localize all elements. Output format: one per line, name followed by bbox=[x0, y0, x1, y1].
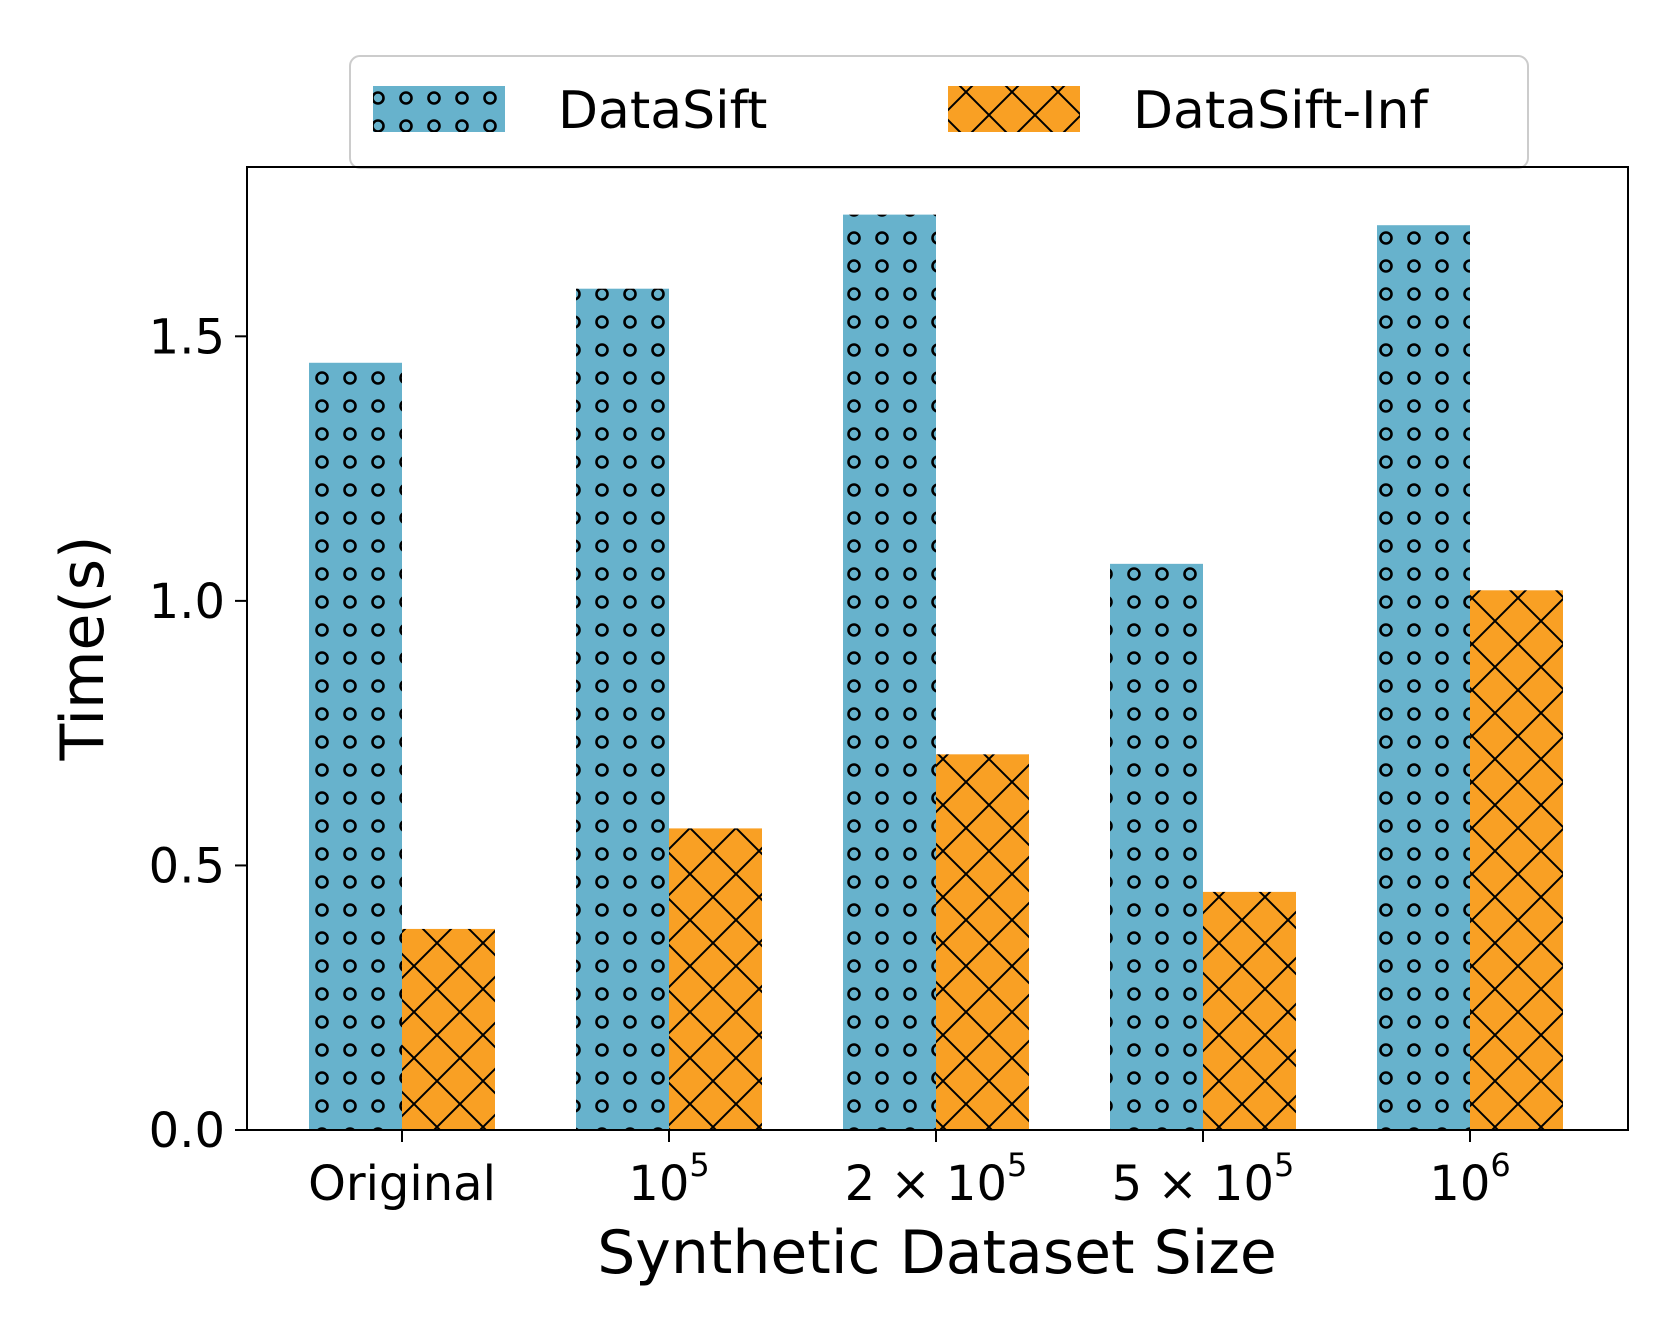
legend-label-datasift: DataSift bbox=[558, 81, 767, 141]
bar-datasift-inf-4 bbox=[1470, 590, 1563, 1130]
y-tick-label-2: 1.0 bbox=[149, 574, 225, 630]
x-tick-label-1: 105 bbox=[628, 1146, 709, 1212]
bar-datasift-4 bbox=[1377, 225, 1470, 1130]
legend-label-datasift-inf: DataSift-Inf bbox=[1133, 81, 1429, 141]
legend-swatch-datasift bbox=[373, 86, 505, 132]
x-axis: Original 105 2 × 105 5 × 105 106 bbox=[308, 1130, 1511, 1212]
bar-datasift-inf-3 bbox=[1203, 891, 1296, 1130]
bar-datasift-inf-0 bbox=[402, 928, 495, 1130]
x-tick-label-4: 106 bbox=[1429, 1146, 1510, 1212]
y-axis: 0.0 0.5 1.0 1.5 bbox=[149, 309, 247, 1159]
x-tick-label-0: Original bbox=[308, 1156, 496, 1212]
bar-datasift-3 bbox=[1110, 563, 1203, 1130]
plot-frame bbox=[246, 166, 1629, 1131]
x-axis-title: Synthetic Dataset Size bbox=[597, 1218, 1277, 1288]
bar-datasift-inf-1 bbox=[669, 828, 762, 1130]
y-tick-label-3: 1.5 bbox=[149, 309, 225, 365]
y-axis-title: Time(s) bbox=[48, 536, 118, 762]
x-tick-label-3: 5 × 105 bbox=[1112, 1146, 1295, 1212]
bar-datasift-1 bbox=[576, 288, 669, 1130]
y-tick-label-0: 0.0 bbox=[149, 1103, 225, 1159]
bars-layer bbox=[309, 214, 1563, 1131]
y-tick-label-1: 0.5 bbox=[149, 838, 225, 894]
bar-datasift-2 bbox=[843, 214, 936, 1131]
x-tick-label-2: 2 × 105 bbox=[845, 1146, 1028, 1212]
bar-datasift-0 bbox=[309, 362, 402, 1130]
legend: DataSift DataSift-Inf bbox=[349, 55, 1529, 169]
legend-swatch-datasift-inf bbox=[948, 86, 1080, 132]
bar-datasift-inf-2 bbox=[936, 754, 1029, 1130]
